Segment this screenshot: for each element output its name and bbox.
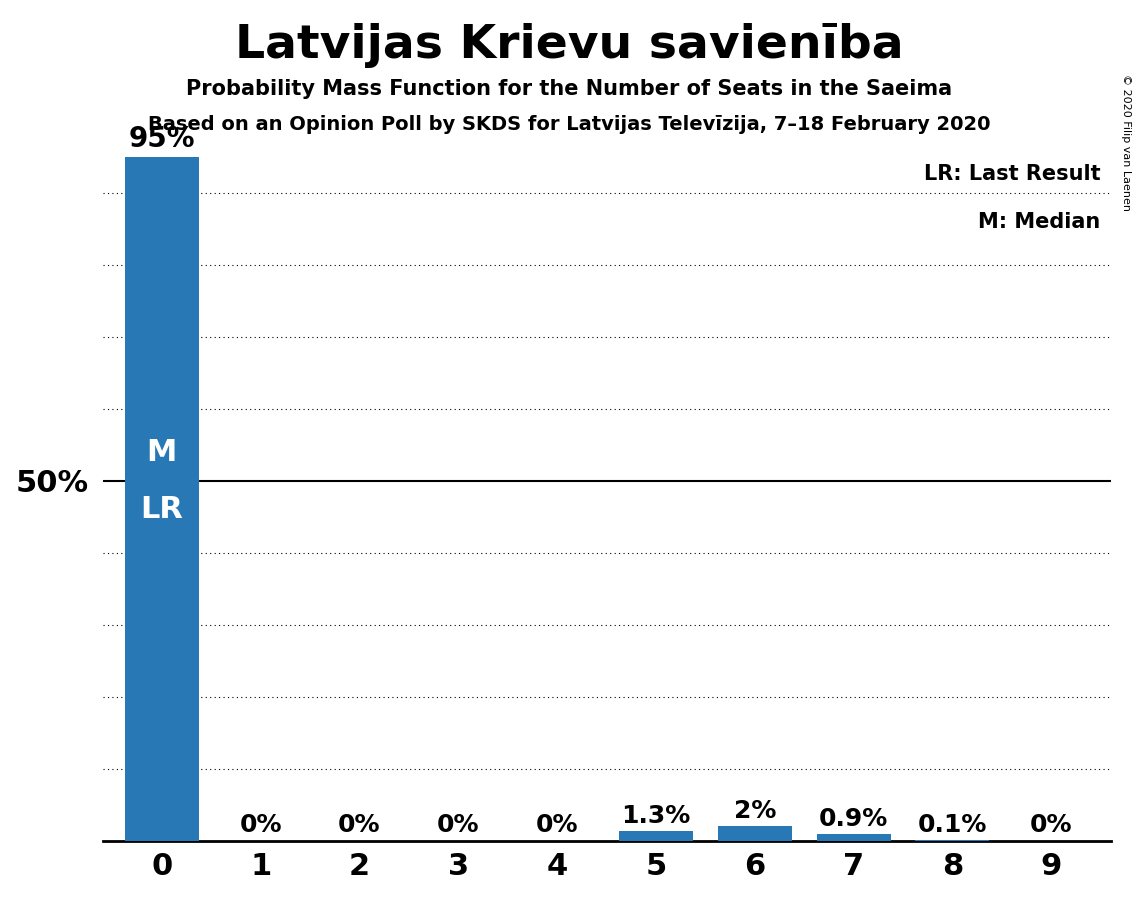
Text: 0%: 0% [535,813,579,837]
Text: Probability Mass Function for the Number of Seats in the Saeima: Probability Mass Function for the Number… [187,79,952,99]
Text: 0%: 0% [338,813,380,837]
Text: Based on an Opinion Poll by SKDS for Latvijas Televīzija, 7–18 February 2020: Based on an Opinion Poll by SKDS for Lat… [148,116,991,135]
Text: 1.3%: 1.3% [621,804,690,828]
Text: M: Median: M: Median [978,212,1100,232]
Text: 0%: 0% [437,813,480,837]
Text: 95%: 95% [129,126,195,153]
Text: 0%: 0% [239,813,281,837]
Bar [718,826,792,841]
Text: LR: Last Result: LR: Last Result [924,164,1100,184]
Text: Latvijas Krievu savienība: Latvijas Krievu savienība [235,23,904,68]
Text: 0.1%: 0.1% [918,812,988,836]
Bar [618,832,693,841]
Bar [817,834,891,841]
Text: M: M [147,438,177,467]
Text: 2%: 2% [734,799,776,823]
Text: LR: LR [140,495,183,524]
Bar [125,157,199,841]
Text: 0.9%: 0.9% [819,807,888,831]
Text: © 2020 Filip van Laenen: © 2020 Filip van Laenen [1121,74,1131,211]
Text: 0%: 0% [1030,813,1073,837]
